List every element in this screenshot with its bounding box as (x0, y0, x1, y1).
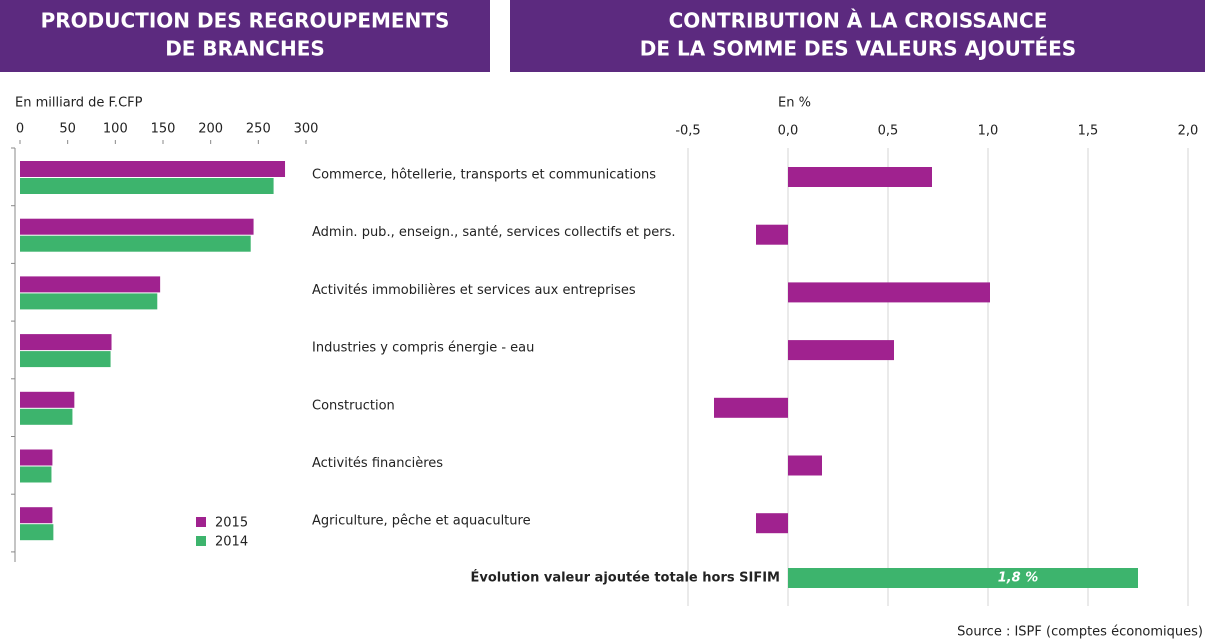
bar (20, 391, 75, 408)
x-tick-label: 150 (151, 122, 176, 137)
x-tick-label: 50 (59, 122, 76, 137)
bar (788, 340, 894, 361)
chart-title: DE BRANCHES (165, 37, 325, 61)
x-tick-label: 250 (246, 122, 271, 137)
bar (20, 293, 158, 310)
category-label: Construction (312, 398, 395, 413)
category-label: Agriculture, pêche et aquaculture (312, 514, 531, 529)
x-tick-label: 0,0 (778, 124, 799, 139)
legend-swatch (196, 517, 206, 527)
x-tick-label: 0,5 (878, 124, 899, 139)
x-tick-label: 100 (103, 122, 128, 137)
bar (20, 161, 286, 177)
chart-title: PRODUCTION DES REGROUPEMENTS (41, 9, 450, 33)
legend-label: 2015 (215, 516, 248, 531)
bar (20, 351, 111, 368)
x-tick-label: 300 (294, 122, 319, 137)
header-band (510, 0, 1205, 72)
header-band (0, 0, 490, 72)
bar (788, 167, 932, 187)
bar (20, 466, 52, 483)
x-tick-label: 2,0 (1178, 124, 1199, 139)
bar (20, 235, 251, 252)
total-bar (788, 568, 1138, 588)
x-tick-label: -0,5 (675, 124, 700, 139)
bar (714, 397, 788, 418)
bar (788, 455, 822, 476)
bar (20, 449, 53, 466)
category-label: Admin. pub., enseign., santé, services c… (312, 225, 676, 240)
category-label: Commerce, hôtellerie, transports et comm… (312, 168, 656, 183)
legend-swatch (196, 536, 206, 546)
axis-label: En milliard de F.CFP (15, 96, 143, 111)
bar (756, 513, 788, 534)
x-tick-label: 1,0 (978, 124, 999, 139)
x-tick-label: 0 (16, 122, 24, 137)
data-label: 1,8 % (998, 571, 1039, 586)
category-label: Activités financières (312, 456, 443, 471)
category-label: Activités immobilières et services aux e… (312, 283, 636, 298)
x-tick-label: 200 (198, 122, 223, 137)
axis-label: En % (778, 96, 811, 111)
bar (20, 334, 112, 351)
category-label: Industries y compris énergie - eau (312, 341, 534, 356)
legend-label: 2014 (215, 535, 248, 550)
bar (20, 218, 254, 235)
source: Source : ISPF (comptes économiques) (957, 625, 1203, 640)
bar (20, 507, 53, 524)
total-label: Évolution valeur ajoutée totale hors SIF… (470, 570, 780, 586)
bar (20, 178, 274, 194)
bar (788, 282, 990, 303)
bar (756, 224, 788, 245)
chart-title: CONTRIBUTION À LA CROISSANCE (669, 9, 1048, 33)
bar (20, 524, 54, 541)
chart-title: DE LA SOMME DES VALEURS AJOUTÉES (640, 37, 1076, 61)
bar (20, 408, 73, 425)
x-tick-label: 1,5 (1078, 124, 1099, 139)
bar (20, 276, 161, 293)
